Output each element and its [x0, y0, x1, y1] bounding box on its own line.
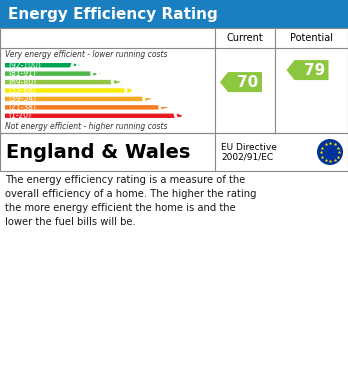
Polygon shape: [5, 97, 152, 101]
Text: E: E: [141, 91, 151, 106]
Circle shape: [317, 139, 343, 165]
Text: A: A: [69, 58, 80, 73]
Polygon shape: [5, 113, 184, 118]
Bar: [0, 0, 348, 28]
Polygon shape: [5, 63, 80, 67]
Text: (55-68): (55-68): [8, 86, 36, 95]
Polygon shape: [5, 72, 101, 76]
Text: (92-100): (92-100): [8, 61, 41, 70]
Text: 79: 79: [304, 63, 325, 77]
Text: 70: 70: [237, 75, 259, 90]
Text: Energy Efficiency Rating: Energy Efficiency Rating: [8, 7, 218, 22]
Text: Current: Current: [227, 33, 263, 43]
Text: Not energy efficient - higher running costs: Not energy efficient - higher running co…: [5, 122, 167, 131]
Text: F: F: [157, 100, 167, 115]
Text: 2002/91/EC: 2002/91/EC: [221, 152, 273, 161]
Text: (21-38): (21-38): [8, 103, 36, 112]
Text: The energy efficiency rating is a measure of the
overall efficiency of a home. T: The energy efficiency rating is a measur…: [5, 175, 256, 227]
Text: Potential: Potential: [290, 33, 333, 43]
Polygon shape: [5, 80, 121, 84]
Polygon shape: [5, 105, 168, 109]
Text: G: G: [172, 108, 184, 123]
Text: C: C: [110, 75, 121, 90]
Text: Very energy efficient - lower running costs: Very energy efficient - lower running co…: [5, 50, 167, 59]
Text: (39-54): (39-54): [8, 95, 36, 104]
Text: (81-91): (81-91): [8, 69, 36, 78]
Text: EU Directive: EU Directive: [221, 142, 277, 151]
Bar: [0, 133, 348, 171]
Text: (69-80): (69-80): [8, 77, 36, 86]
Polygon shape: [220, 72, 262, 92]
Text: D: D: [123, 83, 136, 98]
Polygon shape: [5, 88, 135, 93]
Text: England & Wales: England & Wales: [6, 142, 190, 161]
Bar: [0, 28, 348, 133]
Polygon shape: [286, 60, 329, 80]
Text: (1-20): (1-20): [8, 111, 31, 120]
Text: B: B: [89, 66, 101, 81]
